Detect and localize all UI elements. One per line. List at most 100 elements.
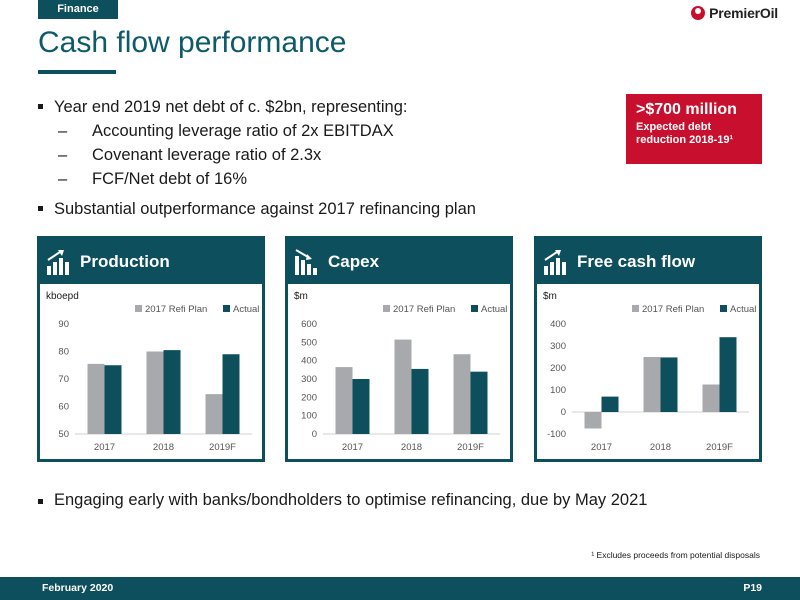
bar-actual	[163, 350, 181, 434]
legend-swatch	[223, 305, 230, 312]
page-number: P19	[743, 582, 762, 594]
bar-chart-up-icon	[544, 249, 566, 275]
x-tick-label: 2018	[650, 442, 671, 453]
panel-title: Free cash flow	[577, 251, 696, 271]
y-tick-label: 0	[561, 407, 566, 418]
bar-actual	[222, 354, 240, 434]
y-tick-label: 100	[301, 411, 317, 422]
bullet-square-icon	[38, 104, 43, 109]
production-panel: Production kboepd 2017 Refi Plan Actual 50 6…	[37, 236, 265, 462]
legend-label: 2017 Refi Plan	[642, 304, 704, 315]
y-tick-label: 200	[550, 363, 566, 374]
footer-date: February 2020	[42, 582, 114, 594]
section-tag: Finance	[38, 0, 118, 19]
sub-bullet-text: FCF/Net debt of 16%	[92, 170, 247, 188]
sub-bullet-text: Covenant leverage ratio of 2.3x	[92, 146, 322, 164]
legend-label: 2017 Refi Plan	[145, 304, 207, 315]
y-tick-label: 100	[550, 385, 566, 396]
dash-marker: –	[58, 170, 68, 188]
panel-header: Production	[40, 239, 262, 284]
x-tick-label: 2018	[401, 442, 422, 453]
dash-marker: –	[58, 146, 68, 164]
bar-plan	[643, 357, 661, 412]
sub-bullet: – Covenant leverage ratio of 2.3x	[38, 144, 598, 168]
company-logo: PremierOil	[691, 5, 778, 21]
callout-headline: >$700 million	[636, 101, 737, 118]
legend-swatch	[720, 305, 727, 312]
bar-actual	[470, 371, 488, 434]
legend-label: Actual	[481, 304, 507, 315]
legend-swatch	[471, 305, 478, 312]
y-tick-label: 400	[550, 319, 566, 330]
y-axis-unit-label: kboepd	[46, 291, 79, 302]
bar-plan	[335, 367, 353, 434]
bar-actual	[601, 396, 619, 412]
panel-header: Free cash flow	[537, 239, 759, 284]
y-tick-label: 90	[58, 319, 69, 330]
bullet-text: Substantial outperformance against 2017 …	[54, 200, 476, 218]
y-tick-label: 600	[301, 319, 317, 330]
footer-bar: February 2020 P19	[0, 577, 800, 600]
x-tick-label: 2017	[342, 442, 363, 453]
bar-plan	[584, 412, 602, 429]
sub-bullet: – FCF/Net debt of 16%	[38, 168, 598, 192]
bullet-square-icon	[38, 499, 43, 504]
bar-actual	[104, 365, 122, 434]
sub-bullet-text: Accounting leverage ratio of 2x EBITDAX	[92, 122, 394, 140]
y-tick-label: 0	[312, 429, 317, 440]
y-tick-label: 50	[58, 429, 69, 440]
bar-plan	[394, 339, 412, 434]
bar-chart-up-icon	[47, 249, 69, 275]
panel-title: Production	[80, 251, 170, 271]
footnote: ¹ Excludes proceeds from potential dispo…	[591, 550, 760, 560]
bar-plan	[205, 394, 223, 434]
y-tick-label: 200	[301, 392, 317, 403]
capex-chart: $m 2017 Refi Plan Actual 0 100 200 300 400 500 60…	[294, 291, 507, 453]
y-tick-label: 70	[58, 374, 69, 385]
legend-label: 2017 Refi Plan	[393, 304, 455, 315]
bar-chart-down-icon	[295, 248, 317, 275]
x-tick-label: 2019F	[457, 442, 484, 453]
bar-plan	[87, 363, 105, 434]
callout-line-2: reduction 2018-19¹	[636, 134, 734, 146]
bullet-text: Year end 2019 net debt of c. $2bn, repre…	[54, 98, 408, 116]
capex-panel: Capex $m 2017 Refi Plan Actual 0 100 200 300 40…	[285, 236, 513, 462]
bullet-outperformance: Substantial outperformance against 2017 …	[38, 198, 598, 222]
y-axis-unit-label: $m	[543, 291, 557, 302]
bar-actual	[719, 337, 737, 412]
title-underline	[38, 70, 116, 74]
bullet-refinancing: Engaging early with banks/bondholders to…	[38, 491, 647, 510]
legend-label: Actual	[730, 304, 756, 315]
debt-reduction-callout: >$700 million Expected debt reduction 20…	[626, 94, 762, 164]
bullet-net-debt: Year end 2019 net debt of c. $2bn, repre…	[38, 96, 598, 120]
bullet-square-icon	[38, 206, 43, 211]
panel-header: Capex	[288, 239, 510, 284]
free-cash-flow-panel: Free cash flow $m 2017 Refi Plan Actual -10…	[534, 236, 762, 462]
y-tick-label: 300	[301, 374, 317, 385]
x-tick-label: 2019F	[706, 442, 733, 453]
callout-line-1: Expected debt	[636, 121, 712, 133]
bar-plan	[702, 384, 720, 412]
x-tick-label: 2019F	[209, 442, 236, 453]
page-title: Cash flow performance	[38, 26, 347, 59]
panel-title: Capex	[328, 251, 380, 271]
production-chart: kboepd 2017 Refi Plan Actual 50 60 70 80 90 2017…	[46, 291, 259, 453]
bar-plan	[453, 354, 471, 434]
bar-actual	[660, 357, 678, 412]
legend-label: Actual	[233, 304, 259, 315]
free-cash-flow-chart: $m 2017 Refi Plan Actual -100 0 100 200 300 400 2…	[543, 291, 756, 453]
bullet-list: Year end 2019 net debt of c. $2bn, repre…	[38, 96, 598, 222]
bar-actual	[352, 379, 370, 434]
dash-marker: –	[58, 122, 68, 140]
legend-swatch	[632, 305, 639, 312]
y-tick-label: -100	[547, 429, 566, 440]
x-tick-label: 2018	[153, 442, 174, 453]
bar-plan	[146, 351, 164, 434]
bullet-text: Engaging early with banks/bondholders to…	[54, 491, 648, 509]
premier-oil-logo-icon	[691, 6, 706, 20]
y-axis-unit-label: $m	[294, 291, 308, 302]
legend-swatch	[135, 305, 142, 312]
bar-actual	[411, 368, 429, 434]
legend-swatch	[383, 305, 390, 312]
y-tick-label: 80	[58, 347, 69, 358]
